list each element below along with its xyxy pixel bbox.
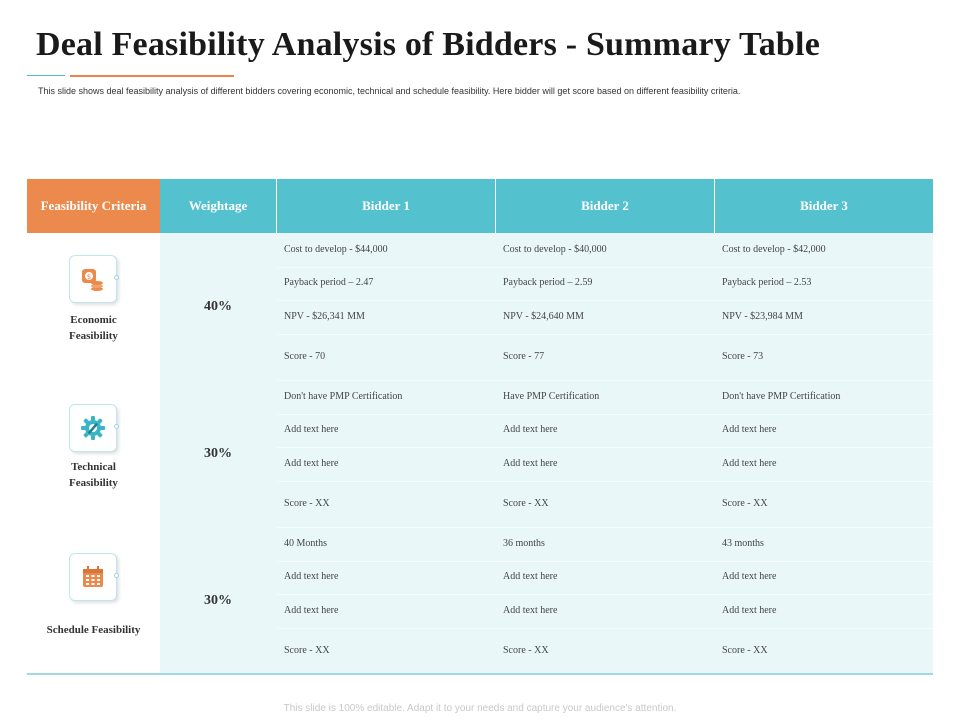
table-cell: Score - XX [503, 498, 549, 509]
weightage-economic: 40% [204, 299, 232, 314]
row-divider [277, 267, 933, 268]
criteria-text: Technical Feasibility [69, 461, 118, 489]
table-cell: Add text here [284, 571, 339, 582]
table-cell: Score - XX [722, 498, 768, 509]
coins-icon: $ [69, 255, 117, 303]
table-cell: Payback period – 2.53 [722, 277, 812, 288]
table-cell: Add text here [722, 424, 777, 435]
row-divider [277, 527, 933, 528]
table-cell: 40 Months [284, 538, 328, 549]
page-title: Deal Feasibility Analysis of Bidders - S… [36, 26, 820, 63]
row-divider [277, 628, 933, 629]
decorative-dot [114, 573, 119, 578]
table-bottom-border [27, 673, 933, 675]
row-divider [277, 447, 933, 448]
table-cell: Add text here [284, 424, 339, 435]
title-underline [70, 75, 234, 77]
table-cell: Don't have PMP Certification [284, 391, 403, 402]
table-cell: Cost to develop - $44,000 [284, 244, 388, 255]
table-cell: Add text here [503, 424, 558, 435]
table-cell: Don't have PMP Certification [722, 391, 841, 402]
table-cell: 36 months [503, 538, 545, 549]
calendar-icon [69, 553, 117, 601]
table-cell: Score - XX [284, 498, 330, 509]
table-body [160, 233, 933, 673]
table-cell: Add text here [284, 605, 339, 616]
row-divider [277, 334, 933, 335]
table-cell: Score - 77 [503, 351, 545, 362]
table-cell: Add text here [722, 458, 777, 469]
table-cell: NPV - $26,341 MM [284, 311, 365, 322]
row-divider [277, 380, 933, 381]
weightage-schedule: 30% [204, 593, 232, 608]
table-cell: Add text here [503, 458, 558, 469]
table-cell: Payback period – 2.59 [503, 277, 593, 288]
criteria-label-economic: Economic Feasibility [27, 312, 160, 344]
header-bidder-3: Bidder 3 [715, 179, 933, 233]
table-cell: Have PMP Certification [503, 391, 600, 402]
table-cell: Score - XX [503, 645, 549, 656]
table-cell: Payback period – 2.47 [284, 277, 374, 288]
header-criteria: Feasibility Criteria [27, 179, 160, 233]
table-cell: 43 months [722, 538, 764, 549]
table-cell: Add text here [284, 458, 339, 469]
footer-note: This slide is 100% editable. Adapt it to… [283, 703, 677, 714]
table-cell: Score - XX [722, 645, 768, 656]
table-cell: Cost to develop - $42,000 [722, 244, 826, 255]
slide-description: This slide shows deal feasibility analys… [38, 86, 741, 96]
criteria-label-technical: Technical Feasibility [27, 459, 160, 491]
header-bidder-2: Bidder 2 [496, 179, 714, 233]
row-divider [277, 594, 933, 595]
gear-wrench-icon [69, 404, 117, 452]
decorative-dot [114, 275, 119, 280]
table-cell: Add text here [503, 605, 558, 616]
table-cell: Add text here [722, 605, 777, 616]
svg-text:$: $ [87, 273, 91, 281]
table-cell: NPV - $23,984 MM [722, 311, 803, 322]
header-divider [276, 179, 277, 233]
criteria-text: Economic Feasibility [69, 314, 118, 342]
table-cell: Add text here [503, 571, 558, 582]
decorative-dot [114, 424, 119, 429]
header-divider [714, 179, 715, 233]
table-cell: Cost to develop - $40,000 [503, 244, 607, 255]
row-divider [277, 481, 933, 482]
header-weightage: Weightage [160, 179, 276, 233]
weightage-technical: 30% [204, 446, 232, 461]
row-divider [277, 414, 933, 415]
table-cell: Add text here [722, 571, 777, 582]
criteria-label-schedule: Schedule Feasibility [46, 624, 141, 636]
table-cell: NPV - $24,640 MM [503, 311, 584, 322]
table-cell: Score - 70 [284, 351, 326, 362]
row-divider [277, 300, 933, 301]
header-divider [495, 179, 496, 233]
title-underline-accent [27, 75, 65, 76]
table-cell: Score - 73 [722, 351, 764, 362]
table-cell: Score - XX [284, 645, 330, 656]
row-divider [277, 561, 933, 562]
header-bidder-1: Bidder 1 [277, 179, 495, 233]
